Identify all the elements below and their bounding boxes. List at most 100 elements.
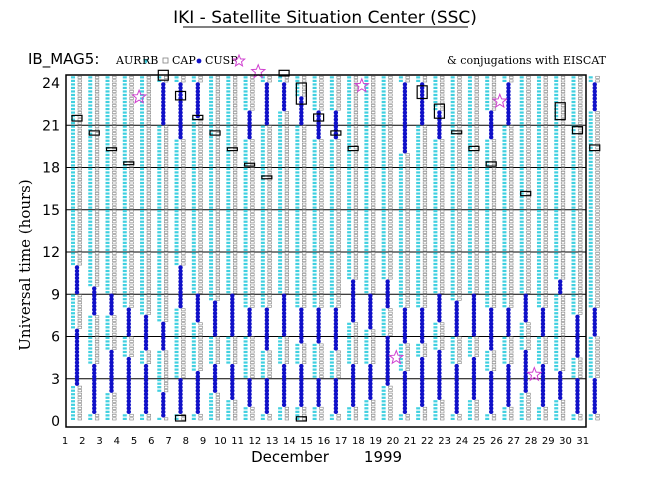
aur-mark: [122, 195, 127, 199]
aur-mark: [433, 287, 438, 290]
aur-mark: [467, 354, 472, 357]
aur-mark: [364, 199, 369, 202]
aur-mark: [71, 220, 75, 223]
aur-mark: [140, 245, 145, 248]
aur-mark: [312, 410, 317, 413]
cap-dot: [402, 385, 408, 390]
cap-dot: [195, 85, 201, 91]
rb-mark: [77, 403, 82, 407]
aur-mark: [71, 301, 75, 304]
aur-mark: [191, 234, 196, 237]
aur-mark: [226, 276, 231, 280]
aur-mark: [226, 414, 231, 417]
rb-mark: [543, 276, 548, 280]
aur-mark: [433, 336, 438, 340]
cap-dot: [454, 307, 459, 312]
aur-mark: [88, 76, 93, 79]
rb-mark: [371, 413, 376, 417]
aur-mark: [312, 192, 317, 195]
cap-dot: [247, 388, 252, 393]
dataset-id: IB_MAG5:: [28, 50, 99, 69]
rb-mark: [163, 297, 169, 301]
aur-mark: [157, 171, 162, 174]
rb-mark: [267, 135, 272, 139]
rb-mark: [405, 347, 410, 350]
aur-mark: [191, 255, 196, 259]
rb-mark: [77, 100, 82, 104]
rb-mark: [405, 280, 410, 283]
rb-mark: [560, 332, 566, 336]
aur-mark: [467, 400, 472, 403]
aur-mark: [519, 210, 524, 213]
rb-mark: [371, 406, 376, 410]
aur-mark: [71, 248, 75, 251]
rb-mark: [112, 86, 117, 90]
rb-mark: [233, 280, 238, 283]
aur-mark: [295, 231, 300, 234]
rb-mark: [457, 114, 462, 118]
rb-mark: [422, 174, 428, 178]
aur-mark: [519, 231, 524, 234]
cap-dot: [264, 399, 270, 404]
rb-mark: [112, 332, 117, 336]
rb-mark: [440, 262, 445, 266]
cap-dot: [92, 377, 97, 383]
aur-mark: [122, 199, 127, 202]
rb-mark: [440, 248, 445, 252]
rb-mark: [215, 290, 220, 294]
rb-mark: [94, 111, 100, 114]
aur-mark: [467, 157, 472, 160]
cap-dot: [333, 339, 339, 344]
rb-mark: [129, 181, 134, 185]
aur-mark: [519, 122, 524, 125]
rb-mark: [388, 202, 393, 206]
rb-mark: [77, 146, 82, 150]
aur-mark: [191, 291, 196, 294]
aur-mark: [433, 234, 438, 237]
rb-mark: [284, 135, 289, 139]
aur-mark: [398, 210, 403, 213]
rb-mark: [353, 142, 359, 146]
cap-dot: [74, 342, 80, 348]
cap-dot: [368, 363, 373, 369]
rb-mark: [233, 79, 238, 83]
cap-dot: [264, 388, 270, 393]
rb-mark: [336, 259, 341, 262]
cap-dot: [488, 392, 494, 397]
aur-mark: [226, 174, 231, 178]
rb-mark: [543, 406, 548, 410]
cap-dot: [230, 328, 235, 334]
rb-mark: [163, 195, 169, 199]
rb-mark: [284, 223, 289, 227]
cap-dot: [230, 293, 235, 298]
cap-dot: [488, 325, 494, 330]
day-column-18: [364, 75, 376, 421]
rb-mark: [440, 220, 445, 224]
rb-mark: [146, 273, 151, 276]
rb-mark: [250, 252, 255, 255]
aur-mark: [398, 350, 403, 354]
rb-mark: [457, 413, 462, 417]
aur-mark: [278, 164, 283, 167]
aur-mark: [71, 206, 75, 209]
rb-mark: [457, 241, 462, 245]
rb-mark: [233, 83, 238, 86]
aur-mark: [88, 273, 93, 276]
aur-mark: [347, 266, 352, 269]
aur-mark: [381, 195, 386, 199]
aur-mark: [364, 347, 369, 350]
aur-mark: [364, 231, 369, 234]
aur-mark: [209, 343, 214, 347]
rb-mark: [112, 259, 117, 262]
rb-mark: [543, 213, 548, 217]
aur-mark: [347, 343, 352, 347]
cap-dot: [109, 307, 114, 312]
rb-mark: [146, 149, 151, 153]
aur-mark: [191, 283, 196, 287]
aur-mark: [105, 192, 110, 195]
rb-mark: [267, 280, 272, 283]
aur-mark: [519, 206, 524, 209]
rb-mark: [284, 132, 289, 136]
aur-mark: [554, 164, 559, 167]
rb-mark: [267, 213, 272, 217]
